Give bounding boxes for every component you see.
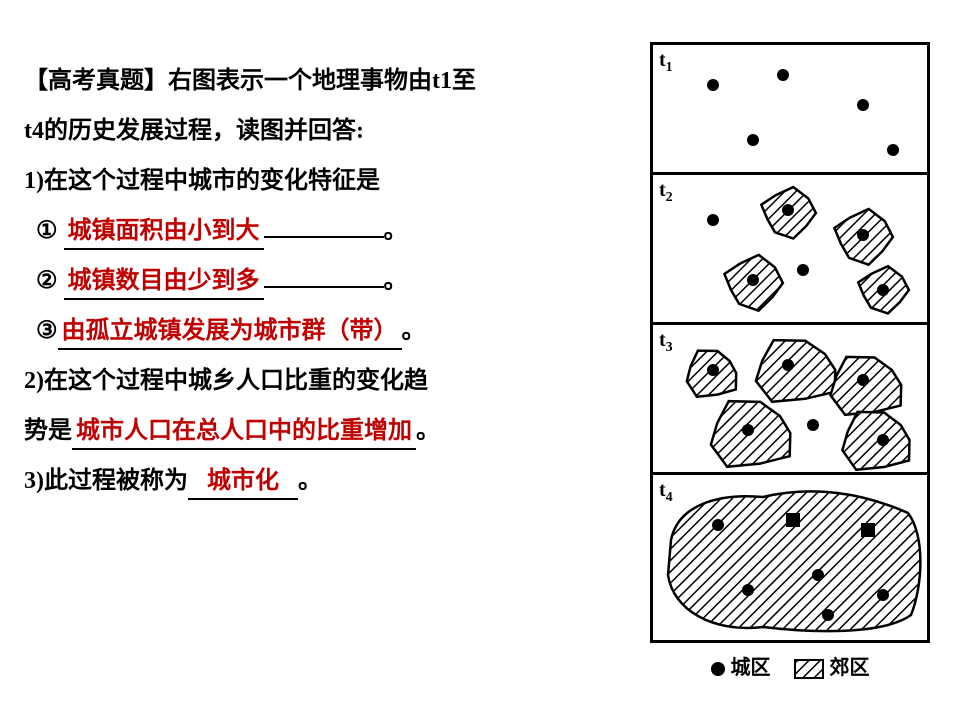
answer-1: 城镇面积由小到大 xyxy=(64,214,264,250)
blank-1: ① 城镇面积由小到大。 xyxy=(24,206,584,256)
panel-stack: t1t2t3t4 xyxy=(650,42,930,643)
answer-2: 城镇数目由少到多 xyxy=(64,264,264,300)
line-2: t4的历史发展过程，读图并回答: xyxy=(24,106,584,156)
legend-hatch-icon xyxy=(794,659,824,679)
panel-t1: t1 xyxy=(653,45,927,175)
q3: 3)此过程被称为城市化。 xyxy=(24,456,584,506)
answer-4: 城市人口在总人口中的比重增加 xyxy=(72,414,416,450)
panel-svg xyxy=(653,45,927,175)
q2b: 势是城市人口在总人口中的比重增加。 xyxy=(24,406,584,456)
question-text-block: 【高考真题】右图表示一个地理事物由t1至 t4的历史发展过程，读图并回答: 1)… xyxy=(24,56,584,506)
panel-t3: t3 xyxy=(653,325,927,475)
answer-5: 城市化 xyxy=(188,464,298,500)
legend-city: 城区 xyxy=(731,657,771,679)
panel-svg xyxy=(653,325,927,475)
panel-svg xyxy=(653,475,927,640)
legend-suburb: 郊区 xyxy=(830,657,870,679)
q1: 1)在这个过程中城市的变化特征是 xyxy=(24,156,584,206)
diagram: t1t2t3t4 城区 郊区 xyxy=(650,42,930,680)
blank-3: ③由孤立城镇发展为城市群（带）。 xyxy=(24,306,584,356)
blank-2: ② 城镇数目由少到多。 xyxy=(24,256,584,306)
q2a: 2)在这个过程中城乡人口比重的变化趋 xyxy=(24,356,584,406)
legend-dot-icon xyxy=(711,662,725,676)
panel-t4: t4 xyxy=(653,475,927,640)
panel-svg xyxy=(653,175,927,325)
line-1: 【高考真题】右图表示一个地理事物由t1至 xyxy=(24,56,584,106)
legend: 城区 郊区 xyxy=(650,651,930,680)
panel-t2: t2 xyxy=(653,175,927,325)
answer-3: 由孤立城镇发展为城市群（带） xyxy=(58,314,402,350)
